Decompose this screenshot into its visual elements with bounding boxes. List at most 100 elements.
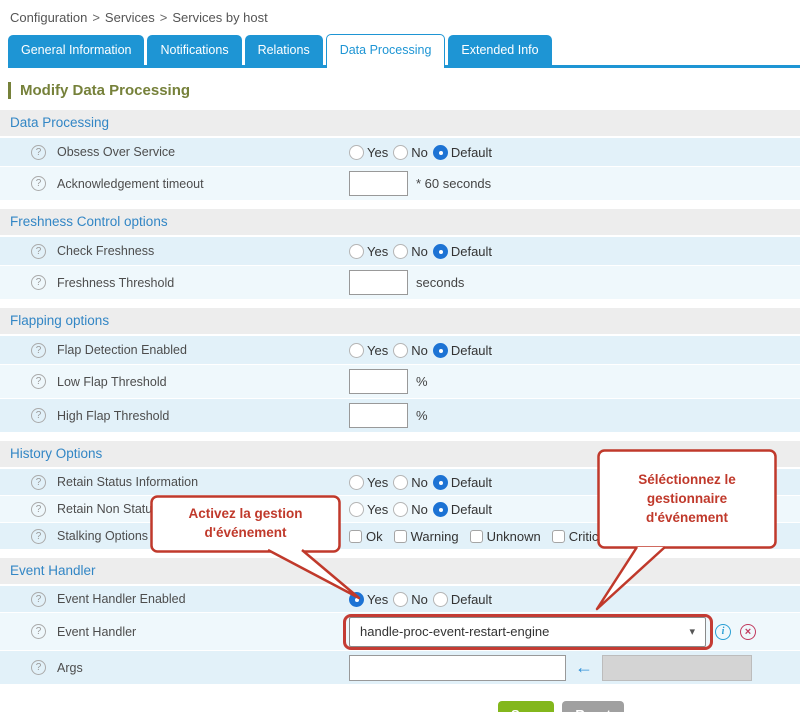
breadcrumb-item-services-by-host[interactable]: Services by host [172,10,268,25]
event-handler-select[interactable]: handle-proc-event-restart-engine ▾ [349,616,706,647]
help-icon[interactable]: ? [31,528,46,544]
radio-option[interactable]: No [393,501,428,517]
section-header: History Options [0,441,800,467]
radio-option[interactable]: Yes [349,243,388,259]
radio-option[interactable]: No [393,474,428,490]
acknowledgement-timeout-input[interactable] [349,171,408,196]
radio-option[interactable]: No [393,342,428,358]
radio-label: Default [450,501,493,517]
form-row: ? Check Freshness Yes No Default [0,237,800,265]
help-icon[interactable]: ? [31,275,46,290]
checkbox-box [551,529,565,543]
form-row: ? Event Handler handle-proc-event-restar… [0,449,800,650]
radio-label: Yes [367,144,389,160]
checkbox-option[interactable]: Critical [551,528,609,544]
tab-general-information[interactable]: General Information [8,35,145,65]
radio-option[interactable]: Yes [349,342,388,358]
row-label: Freshness Threshold [57,275,175,290]
row-label: Args [57,660,83,675]
radio-option[interactable]: No [393,591,428,607]
form-row: ? Low Flap Threshold % [0,365,800,398]
breadcrumb-item-services[interactable]: Services [104,10,155,25]
input-suffix: % [416,408,428,423]
checkbox-label: Unknown [486,528,541,544]
help-icon[interactable]: ? [31,591,46,607]
radio-option[interactable]: No [393,243,428,259]
radio-circle [432,591,448,607]
low-flap-threshold-input[interactable] [349,369,408,394]
radio-circle [432,243,448,259]
help-icon[interactable]: ? [31,660,46,675]
args-macro-box[interactable] [602,654,752,681]
help-icon[interactable]: ? [31,243,46,259]
radio-circle [393,144,409,160]
radio-option[interactable]: Yes [349,474,388,490]
section-header: Data Processing [0,110,800,136]
radio-label: No [411,342,428,358]
checkbox-label: Warning [410,528,459,544]
tab-relations[interactable]: Relations [244,35,323,65]
radio-option[interactable]: Default [432,243,493,259]
radio-option[interactable]: Yes [349,144,389,160]
form-row: ? Event Handler Enabled Yes No Default A… [0,495,800,612]
args-input[interactable] [349,654,566,681]
help-icon[interactable]: ? [31,624,46,639]
help-icon[interactable]: ? [31,374,46,389]
radio-option[interactable]: No [393,144,428,160]
high-flap-threshold-input[interactable] [349,403,408,428]
radio-label: Yes [367,591,389,607]
help-icon[interactable]: ? [31,408,46,423]
section-event-handler: Event Handler ? Event Handler Enabled Ye… [0,449,800,684]
radio-circle [393,342,409,358]
help-icon[interactable]: ? [31,144,46,160]
section-flapping-options: Flapping options ? Flap Detection Enable… [0,308,800,432]
checkbox-option[interactable]: Warning [393,528,459,544]
breadcrumb-item-configuration[interactable]: Configuration [10,10,88,25]
help-icon[interactable]: ? [31,176,46,191]
radio-option[interactable]: Default [432,474,493,490]
reset-button[interactable]: Reset [562,701,624,712]
radio-option[interactable]: Yes [349,591,389,607]
transfer-left-arrow-icon[interactable]: ← [575,657,593,677]
radio-option[interactable]: Default [432,501,493,517]
checkbox-option[interactable]: Unknown [469,528,541,544]
tab-notifications[interactable]: Notifications [147,35,242,65]
radio-circle [432,474,448,490]
radio-option[interactable]: Yes [349,501,388,517]
radio-label: No [411,474,428,490]
radio-circle [349,501,364,517]
form-row: ? Retain Non Status Information Yes No D… [0,496,800,522]
delete-icon[interactable]: × [740,623,756,640]
radio-label: No [411,243,428,259]
chevron-down-icon: ▾ [689,626,695,638]
tab-bar: General Information Notifications Relati… [8,34,800,68]
radio-option[interactable]: Default [432,342,492,358]
row-label: High Flap Threshold [57,408,170,423]
tab-extended-info[interactable]: Extended Info [448,35,552,65]
freshness-threshold-input[interactable] [349,270,408,295]
checkbox-option[interactable]: Ok [349,529,383,544]
input-suffix: seconds [416,275,465,290]
tab-data-processing[interactable]: Data Processing [325,34,446,68]
checkbox-label: Critical [568,528,609,544]
help-icon[interactable]: ? [31,474,46,490]
radio-option[interactable]: Default [432,591,492,607]
info-icon[interactable]: i [715,623,731,640]
radio-label: No [411,501,428,517]
row-label: Event Handler [57,624,137,639]
form-row: ? Obsess Over Service Yes No Default [0,138,800,166]
section-data-processing: Data Processing ? Obsess Over Service Ye… [0,110,800,200]
help-icon[interactable]: ? [31,342,46,358]
save-button[interactable]: Save [498,701,555,712]
radio-option[interactable]: Default [432,144,493,160]
radio-circle [349,243,364,259]
radio-label: Default [450,144,493,160]
radio-label: Default [450,243,493,259]
checkbox-box [349,529,362,543]
breadcrumb: Configuration > Services > Services by host [0,0,800,34]
help-icon[interactable]: ? [31,501,46,517]
radio-circle [349,474,364,490]
radio-label: Default [450,474,493,490]
radio-circle [393,474,409,490]
row-label: Obsess Over Service [57,145,176,159]
